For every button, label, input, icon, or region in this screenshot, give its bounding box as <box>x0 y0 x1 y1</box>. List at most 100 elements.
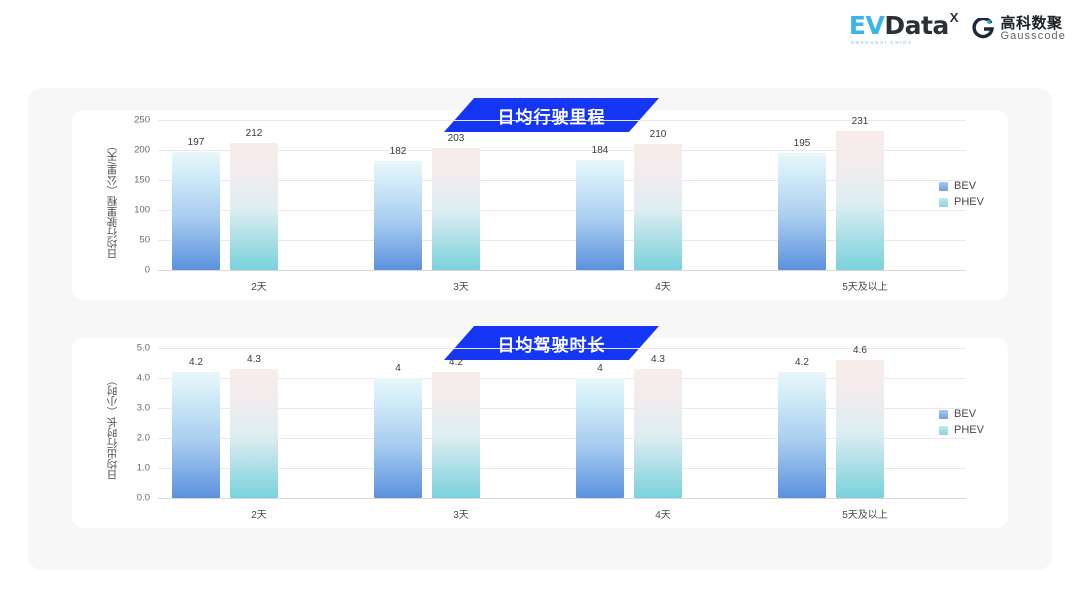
legend-swatch-bev-icon <box>939 181 949 191</box>
bar-value-label: 4.6 <box>853 345 867 356</box>
y-tick-label: 100 <box>134 204 150 216</box>
chart-card-duration: 日均驾驶时长 日均出行时长（小时） 0.0 1.0 2.0 3.0 4.0 5.0 4.2… <box>72 326 1008 528</box>
bar-group: 184 210 <box>562 120 764 270</box>
legend-label: PHEV <box>954 196 984 208</box>
bar-value-label: 4 <box>395 363 401 374</box>
evdata-superscript-x: X <box>949 10 959 25</box>
bar-phev[interactable] <box>836 360 884 498</box>
evdata-tagline: SHANGHAI CHINA <box>850 40 913 45</box>
bar-bev[interactable] <box>374 378 422 498</box>
chart-plot-duration: 日均出行时长（小时） 0.0 1.0 2.0 3.0 4.0 5.0 4.2 4.3 4 4.2… <box>72 338 1008 528</box>
y-tick-label: 50 <box>139 234 150 246</box>
grid-line <box>158 348 966 349</box>
grid-line <box>158 150 966 151</box>
x-axis-category-label: 5天及以上 <box>842 282 888 293</box>
bar-value-label: 4.2 <box>795 357 809 368</box>
legend-swatch-phev-icon <box>939 425 949 435</box>
gausscode-cn-name: 高科数聚 <box>1000 14 1063 32</box>
bar-phev[interactable] <box>432 148 480 270</box>
bar-value-label: 4 <box>597 363 603 374</box>
gausscode-en-name: Gausscode <box>1000 30 1066 43</box>
logo-group: EVData X SHANGHAI CHINA 高科数聚 Gausscode <box>849 10 1066 46</box>
bar-bev[interactable] <box>172 372 220 498</box>
evdata-suffix: Data <box>884 11 949 40</box>
chart-title-banner-mileage: 日均行驶里程 <box>444 98 659 132</box>
bar-value-label: 195 <box>793 138 811 149</box>
y-tick-label: 1.0 <box>136 462 150 474</box>
bar-value-label: 4.2 <box>449 357 463 368</box>
evdata-wordmark-text: EVData <box>849 13 949 38</box>
gausscode-logo: 高科数聚 Gausscode <box>972 14 1066 43</box>
y-tick-label: 4.0 <box>136 372 150 384</box>
bar-phev[interactable] <box>432 372 480 498</box>
legend-swatch-bev-icon <box>939 409 949 419</box>
legend-item-phev[interactable]: PHEV <box>939 424 984 436</box>
grid-line <box>158 378 966 379</box>
y-tick-label: 5.0 <box>136 342 150 354</box>
bar-value-label: 197 <box>187 136 205 148</box>
legend-label: BEV <box>954 180 977 192</box>
bar-bev[interactable] <box>172 151 220 270</box>
x-axis-category-label: 5天及以上 <box>842 510 888 521</box>
page-header: EVData X SHANGHAI CHINA 高科数聚 Gausscode <box>0 0 1080 62</box>
x-axis-category-label: 4天 <box>655 510 671 521</box>
gausscode-text: 高科数聚 Gausscode <box>1000 14 1066 43</box>
bar-value-label: 210 <box>649 129 667 140</box>
bar-group: 4.2 4.6 <box>764 345 966 498</box>
grid-line <box>158 180 966 181</box>
bar-phev[interactable] <box>634 144 682 270</box>
bar-phev[interactable] <box>836 131 884 270</box>
y-tick-label: 2.0 <box>136 432 150 444</box>
legend-swatch-phev-icon <box>939 197 949 207</box>
bar-value-label: 182 <box>389 145 407 157</box>
legend-item-bev[interactable]: BEV <box>939 408 984 420</box>
bar-value-label: 212 <box>245 127 263 139</box>
grid-line <box>158 210 966 211</box>
bar-bev[interactable] <box>374 160 422 270</box>
bar-value-label: 4.2 <box>189 357 203 368</box>
bar-phev[interactable] <box>230 369 278 498</box>
y-axis-ticks-mileage: 0 50 100 150 200 250 <box>120 115 154 276</box>
x-axis-category-label: 3天 <box>453 282 469 293</box>
grid-line <box>158 468 966 469</box>
bar-value-label: 4.3 <box>247 354 261 365</box>
x-axis-category-label: 3天 <box>453 510 469 521</box>
y-axis-title-mileage: 日均行驶里程（公里/天） <box>106 140 119 260</box>
y-tick-label: 0 <box>144 264 150 276</box>
bar-groups-duration: 4.2 4.3 4 4.2 4 4.3 4.2 4.6 <box>158 345 966 498</box>
bar-bev[interactable] <box>576 159 624 270</box>
bar-bev[interactable] <box>576 378 624 498</box>
bar-value-label: 231 <box>851 116 869 128</box>
bar-phev[interactable] <box>634 369 682 498</box>
bar-group: 197 212 <box>158 120 360 270</box>
evdata-prefix: EV <box>848 11 885 40</box>
x-axis-category-label: 4天 <box>655 282 671 293</box>
bar-phev[interactable] <box>230 142 278 270</box>
chart-plot-mileage: 日均行驶里程（公里/天） 0 50 100 150 200 250 197 212 182 20… <box>72 110 1008 300</box>
x-axis-category-label: 2天 <box>251 282 267 293</box>
x-axis-category-label: 2天 <box>251 510 267 521</box>
x-axis-labels-mileage: 2天 3天 4天 5天及以上 <box>158 278 966 294</box>
y-axis-ticks-duration: 0.0 1.0 2.0 3.0 4.0 5.0 <box>120 343 154 504</box>
legend-label: PHEV <box>954 424 984 436</box>
y-tick-label: 0.0 <box>136 492 150 504</box>
bar-bev[interactable] <box>778 153 826 270</box>
chart-card-mileage: 日均行驶里程 日均行驶里程（公里/天） 0 50 100 150 200 250 197 2… <box>72 98 1008 300</box>
bar-value-label: 203 <box>447 133 465 145</box>
chart-title-banner-duration: 日均驾驶时长 <box>444 326 659 360</box>
gausscode-g-mark-icon <box>972 17 995 40</box>
evdata-wordmark: EVData X <box>849 10 959 38</box>
bar-bev[interactable] <box>778 372 826 498</box>
y-axis-title-duration: 日均出行时长（小时） <box>106 375 119 481</box>
legend-mileage: BEV PHEV <box>939 180 984 212</box>
legend-duration: BEV PHEV <box>939 408 984 440</box>
grid-line <box>158 408 966 409</box>
x-axis-line-duration <box>158 498 966 499</box>
x-axis-labels-duration: 2天 3天 4天 5天及以上 <box>158 506 966 522</box>
legend-item-bev[interactable]: BEV <box>939 180 984 192</box>
legend-item-phev[interactable]: PHEV <box>939 196 984 208</box>
bar-group: 4 4.3 <box>562 348 764 498</box>
evdata-logo: EVData X SHANGHAI CHINA <box>849 10 959 46</box>
legend-label: BEV <box>954 408 977 420</box>
bar-groups-mileage: 197 212 182 203 184 210 195 231 <box>158 116 966 270</box>
